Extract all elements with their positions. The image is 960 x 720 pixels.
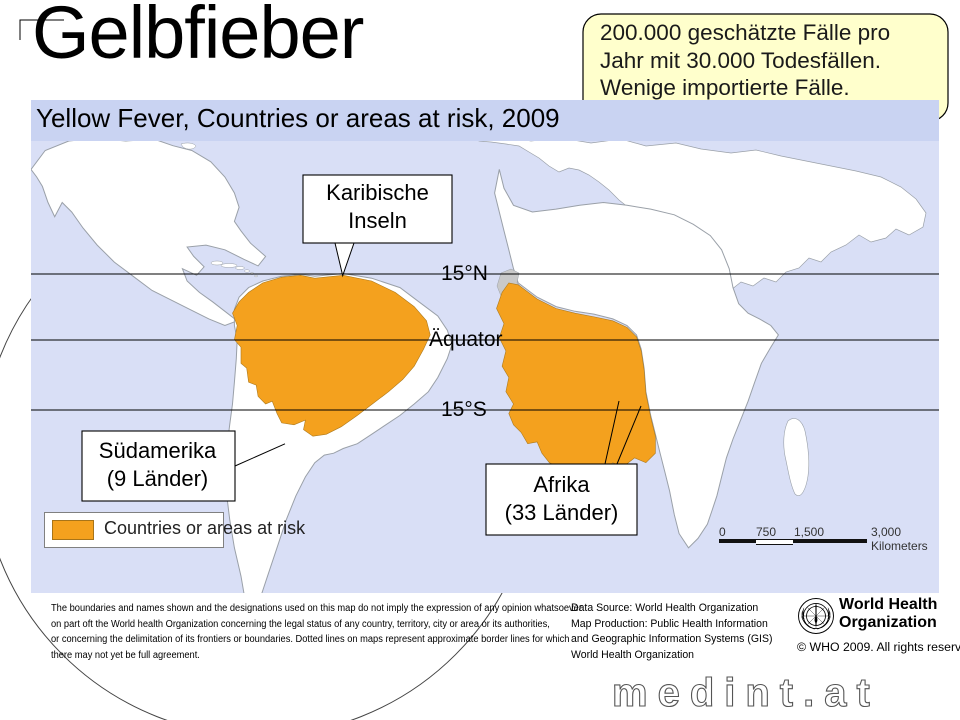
svg-text:medint.at: medint.at [612, 671, 880, 715]
